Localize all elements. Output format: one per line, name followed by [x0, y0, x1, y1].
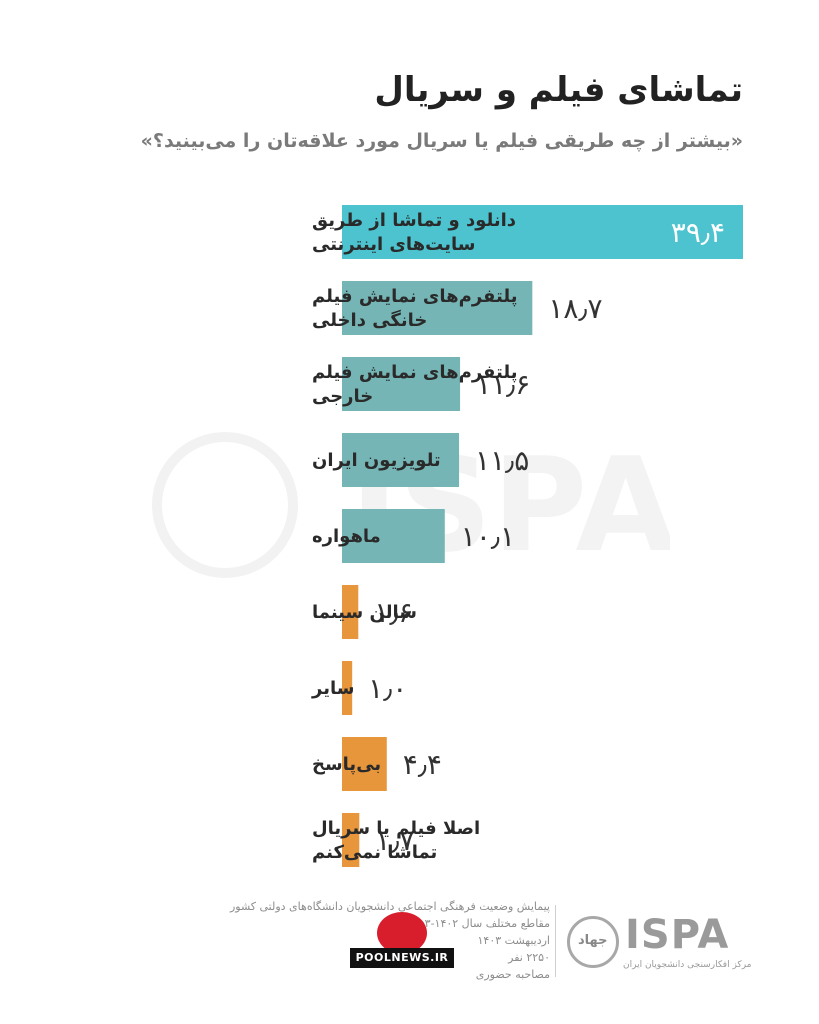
- seal-text: جهاد: [578, 933, 608, 948]
- category-label-1: پلتفرم‌های نمایش فیلم: [312, 286, 517, 307]
- badge-url: POOLNEWS.IR: [350, 948, 454, 968]
- category-label-2: خارجی: [312, 386, 373, 407]
- category-label-7: بی‌پاسخ: [312, 754, 381, 775]
- poolnews-badge: POOLNEWS.IR: [350, 912, 454, 970]
- chart-subtitle: «بیشتر از چه طریقی فیلم یا سریال مورد عل…: [140, 130, 743, 152]
- value-label-4: ۱۰٫۱: [461, 520, 515, 553]
- category-label-8: اصلا فیلم یا سریال: [312, 818, 480, 839]
- footnote-line: پیمایش وضعیت فرهنگی اجتماعی دانشجویان دا…: [229, 900, 550, 913]
- category-label-0: سایت‌های اینترنتی: [312, 234, 475, 255]
- value-label-0: ۳۹٫۴: [671, 216, 725, 249]
- bar-0: [342, 205, 743, 259]
- jahad-seal-icon: جهاد: [567, 916, 619, 968]
- category-label-0: دانلود و تماشا از طریق: [312, 210, 516, 231]
- page-title: تماشای فیلم و سریال: [374, 70, 743, 110]
- value-label-6: ۱٫۰: [368, 672, 407, 705]
- category-label-4: ماهواره: [312, 526, 381, 547]
- bar-5: [342, 585, 359, 639]
- category-label-8: تماشا نمی‌کنم: [312, 842, 437, 863]
- bar-2: [342, 357, 461, 411]
- category-label-6: سایر: [311, 678, 354, 699]
- bar-4: [342, 509, 445, 563]
- footnote-line: اردیبهشت ۱۴۰۳: [477, 934, 550, 947]
- value-label-1: ۱۸٫۷: [548, 292, 602, 325]
- logo-subtext: مرکز افکارسنجی دانشجویان ایران: [623, 960, 752, 970]
- bar-1: [342, 281, 533, 335]
- category-label-3: تلویزیون ایران: [312, 450, 441, 471]
- bar-8: [342, 813, 360, 867]
- logo-text: ISPA: [625, 912, 730, 958]
- footnote-line: مصاحبه حضوری: [475, 968, 550, 981]
- bar-3: [342, 433, 460, 487]
- value-label-7: ۴٫۴: [403, 748, 442, 781]
- value-label-5: ۱٫۶: [374, 596, 413, 629]
- value-label-3: ۱۱٫۵: [475, 444, 529, 477]
- value-label-8: ۱٫۷: [375, 824, 414, 857]
- badge-circle-icon: [377, 912, 427, 954]
- ispa-logo: جهاد ISPA مرکز افکارسنجی دانشجویان ایران: [565, 912, 752, 982]
- category-label-2: پلتفرم‌های نمایش فیلم: [312, 362, 517, 383]
- footnote-line: ۲۲۵۰ نفر: [508, 951, 550, 964]
- footer-divider: [555, 905, 556, 977]
- category-label-1: خانگی داخلی: [312, 309, 427, 331]
- bar-6: [342, 661, 353, 715]
- bar-7: [342, 737, 387, 791]
- value-label-2: ۱۱٫۶: [476, 368, 530, 401]
- category-label-5: سالن سینما: [312, 602, 417, 623]
- survey-footnote: پیمایش وضعیت فرهنگی اجتماعی دانشجویان دا…: [190, 898, 550, 983]
